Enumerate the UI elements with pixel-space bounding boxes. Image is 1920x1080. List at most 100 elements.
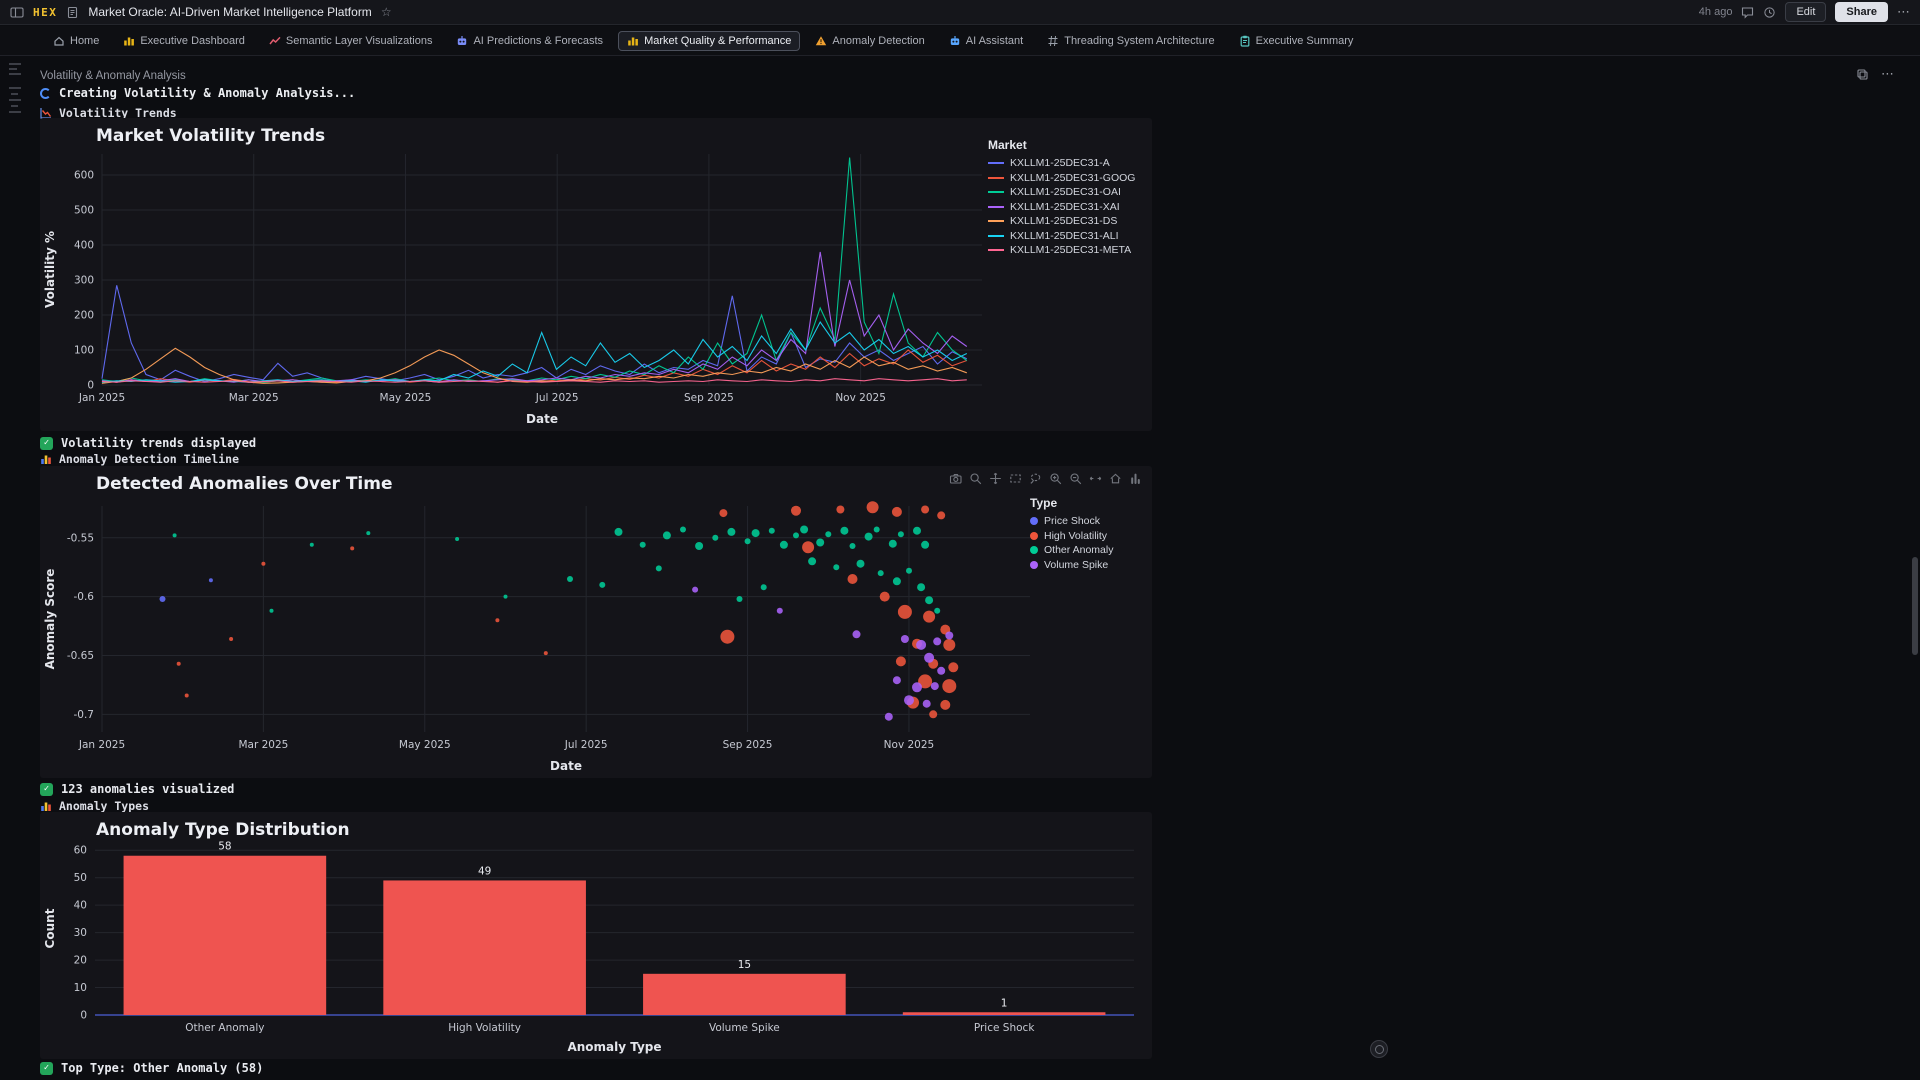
legend-label: KXLLM1-25DEC31-OAI xyxy=(1010,186,1121,198)
legend-item-kxllm1-25dec31-xai[interactable]: KXLLM1-25DEC31-XAI xyxy=(988,200,1138,215)
tab-label: Executive Dashboard xyxy=(140,34,245,47)
floating-action-button[interactable] xyxy=(1370,1040,1388,1058)
status-text: Creating Volatility & Anomaly Analysis..… xyxy=(59,86,356,100)
tab-executive-dashboard[interactable]: Executive Dashboard xyxy=(114,31,254,51)
zoom-in-icon[interactable] xyxy=(1049,472,1062,485)
edit-button[interactable]: Edit xyxy=(1785,2,1827,22)
legend-title: Type xyxy=(1030,496,1058,510)
svg-text:Anomaly Type: Anomaly Type xyxy=(567,1040,661,1054)
section-title[interactable]: Volatility & Anomaly Analysis xyxy=(40,70,186,82)
share-button[interactable]: Share xyxy=(1835,2,1888,22)
tab-home[interactable]: Home xyxy=(44,31,108,51)
tab-ai-assistant[interactable]: AI Assistant xyxy=(940,31,1032,51)
plotly-logo-icon[interactable] xyxy=(1129,472,1142,485)
svg-text:200: 200 xyxy=(74,310,94,322)
legend-label: KXLLM1-25DEC31-XAI xyxy=(1010,200,1120,213)
tab-anomaly-detection[interactable]: Anomaly Detection xyxy=(806,31,933,51)
home-icon xyxy=(53,35,65,47)
anomaly_types-plot[interactable]: 0 10 20 30 40 50 60 58 Other Anomaly 49 High Volat… xyxy=(40,812,1152,1059)
tab-ai-predictions-forecasts[interactable]: AI Predictions & Forecasts xyxy=(447,31,612,51)
volatility-trends-chart[interactable]: 0 100 200 300 400 500 600 Jan 2025 Mar 2025 May 2… xyxy=(40,118,1152,431)
duplicate-icon[interactable] xyxy=(1856,68,1869,81)
box-select-icon[interactable] xyxy=(1009,472,1022,485)
tab-threading-system-architecture[interactable]: Threading System Architecture xyxy=(1038,31,1223,51)
sidebar-toggle-icon[interactable] xyxy=(10,6,24,19)
reset-axes-icon[interactable] xyxy=(1109,472,1122,485)
star-icon[interactable]: ☆ xyxy=(380,5,392,19)
svg-text:-0.55: -0.55 xyxy=(67,532,94,544)
svg-text:10: 10 xyxy=(74,982,87,994)
document-icon xyxy=(66,6,79,19)
output-anomalies-done: ✓ 123 anomalies visualized xyxy=(40,782,234,796)
svg-text:-0.65: -0.65 xyxy=(67,650,94,662)
svg-text:30: 30 xyxy=(74,927,87,939)
svg-text:Date: Date xyxy=(526,412,558,426)
anomaly-timeline-chart[interactable]: -0.55 -0.6 -0.65 -0.7 Jan 2025 Mar 2025 May 20… xyxy=(40,466,1152,778)
svg-text:Mar 2025: Mar 2025 xyxy=(238,739,288,751)
bar-high-volatility[interactable] xyxy=(383,880,586,1015)
anomaly-timeline-chart-panel: Detected Anomalies Over Time -0.55 -0.6 -0… xyxy=(40,466,1152,778)
legend-label: KXLLM1-25DEC31-ALI xyxy=(1010,229,1119,242)
legend-item-kxllm1-25dec31-ds[interactable]: KXLLM1-25DEC31-DS xyxy=(988,214,1138,229)
legend-item-kxllm1-25dec31-goog[interactable]: KXLLM1-25DEC31-GOOG xyxy=(988,171,1138,186)
zoom-icon[interactable] xyxy=(969,472,982,485)
tab-label: Anomaly Detection xyxy=(832,34,925,47)
legend-swatch xyxy=(988,176,1004,179)
svg-text:May 2025: May 2025 xyxy=(380,392,432,404)
lasso-icon[interactable] xyxy=(1029,472,1042,485)
cell-label-anomaly-timeline[interactable]: Anomaly Detection Timeline xyxy=(40,452,239,466)
chart-title: Market Volatility Trends xyxy=(96,126,326,146)
legend-item-price-shock[interactable]: Price Shock xyxy=(1030,514,1136,529)
success-check-icon: ✓ xyxy=(40,436,53,450)
left-gutter xyxy=(8,62,24,116)
bar-chart-icon xyxy=(40,800,52,812)
bar-price-shock[interactable] xyxy=(902,1012,1106,1015)
legend-item-kxllm1-25dec31-oai[interactable]: KXLLM1-25DEC31-OAI xyxy=(988,185,1138,200)
tab-label: Market Quality & Performance xyxy=(644,34,792,47)
legend-label: KXLLM1-25DEC31-GOOG xyxy=(1010,171,1136,184)
svg-text:Jan 2025: Jan 2025 xyxy=(78,739,125,751)
legend-swatch xyxy=(988,191,1004,194)
autoscale-icon[interactable] xyxy=(1089,472,1102,485)
last-edited-timestamp: 4h ago xyxy=(1698,6,1733,18)
svg-text:50: 50 xyxy=(74,872,87,884)
scrollbar-thumb[interactable] xyxy=(1912,557,1918,655)
outline-icon[interactable] xyxy=(8,86,24,116)
svg-text:Nov 2025: Nov 2025 xyxy=(884,739,935,751)
pan-icon[interactable] xyxy=(989,472,1002,485)
legend-item-volume-spike[interactable]: Volume Spike xyxy=(1030,558,1136,573)
toc-icon[interactable] xyxy=(8,62,24,76)
tab-executive-summary[interactable]: Executive Summary xyxy=(1230,31,1363,51)
anomaly-types-chart[interactable]: 0 10 20 30 40 50 60 58 Other Anomaly 49 High Volat… xyxy=(40,812,1152,1059)
version-history-icon[interactable] xyxy=(1763,6,1776,19)
svg-text:1: 1 xyxy=(1001,997,1008,1009)
anomaly_timeline-plot[interactable]: -0.55 -0.6 -0.65 -0.7 Jan 2025 Mar 2025 May 20… xyxy=(40,466,1152,778)
legend-label: Volume Spike xyxy=(1044,558,1109,571)
tab-label: AI Predictions & Forecasts xyxy=(473,34,604,47)
output-volatility-done: ✓ Volatility trends displayed xyxy=(40,436,256,450)
cell-more-icon[interactable]: ⋯ xyxy=(1881,66,1894,81)
zoom-out-icon[interactable] xyxy=(1069,472,1082,485)
bar-other-anomaly[interactable] xyxy=(123,855,327,1015)
cell-label-anomaly-types[interactable]: Anomaly Types xyxy=(40,799,149,813)
volatility_trends-plot[interactable]: 0 100 200 300 400 500 600 Jan 2025 Mar 2025 May 2… xyxy=(40,118,1152,431)
bar-volume-spike[interactable] xyxy=(643,973,846,1015)
legend-swatch xyxy=(988,162,1004,165)
tab-market-quality-performance[interactable]: Market Quality & Performance xyxy=(618,30,801,51)
legend-swatch xyxy=(1030,546,1038,555)
legend-item-other-anomaly[interactable]: Other Anomaly xyxy=(1030,543,1136,558)
more-options-icon[interactable]: ⋯ xyxy=(1897,4,1910,19)
legend-item-high-volatility[interactable]: High Volatility xyxy=(1030,529,1136,544)
comments-icon[interactable] xyxy=(1741,6,1754,19)
legend-item-kxllm1-25dec31-meta[interactable]: KXLLM1-25DEC31-META xyxy=(988,243,1138,258)
status-line: Creating Volatility & Anomaly Analysis..… xyxy=(40,86,355,100)
legend-label: Other Anomaly xyxy=(1044,544,1114,556)
warn-icon xyxy=(815,35,827,47)
svg-text:Nov 2025: Nov 2025 xyxy=(835,392,886,404)
camera-icon[interactable] xyxy=(949,472,962,485)
legend-item-kxllm1-25dec31-a[interactable]: KXLLM1-25DEC31-A xyxy=(988,156,1138,171)
hex-logo[interactable]: HEX xyxy=(33,5,58,19)
legend-item-kxllm1-25dec31-ali[interactable]: KXLLM1-25DEC31-ALI xyxy=(988,229,1138,244)
volatility-trends-chart-panel: Market Volatility Trends 0 100 200 300 400 50… xyxy=(40,118,1152,431)
tab-semantic-layer-visualizations[interactable]: Semantic Layer Visualizations xyxy=(260,31,442,51)
